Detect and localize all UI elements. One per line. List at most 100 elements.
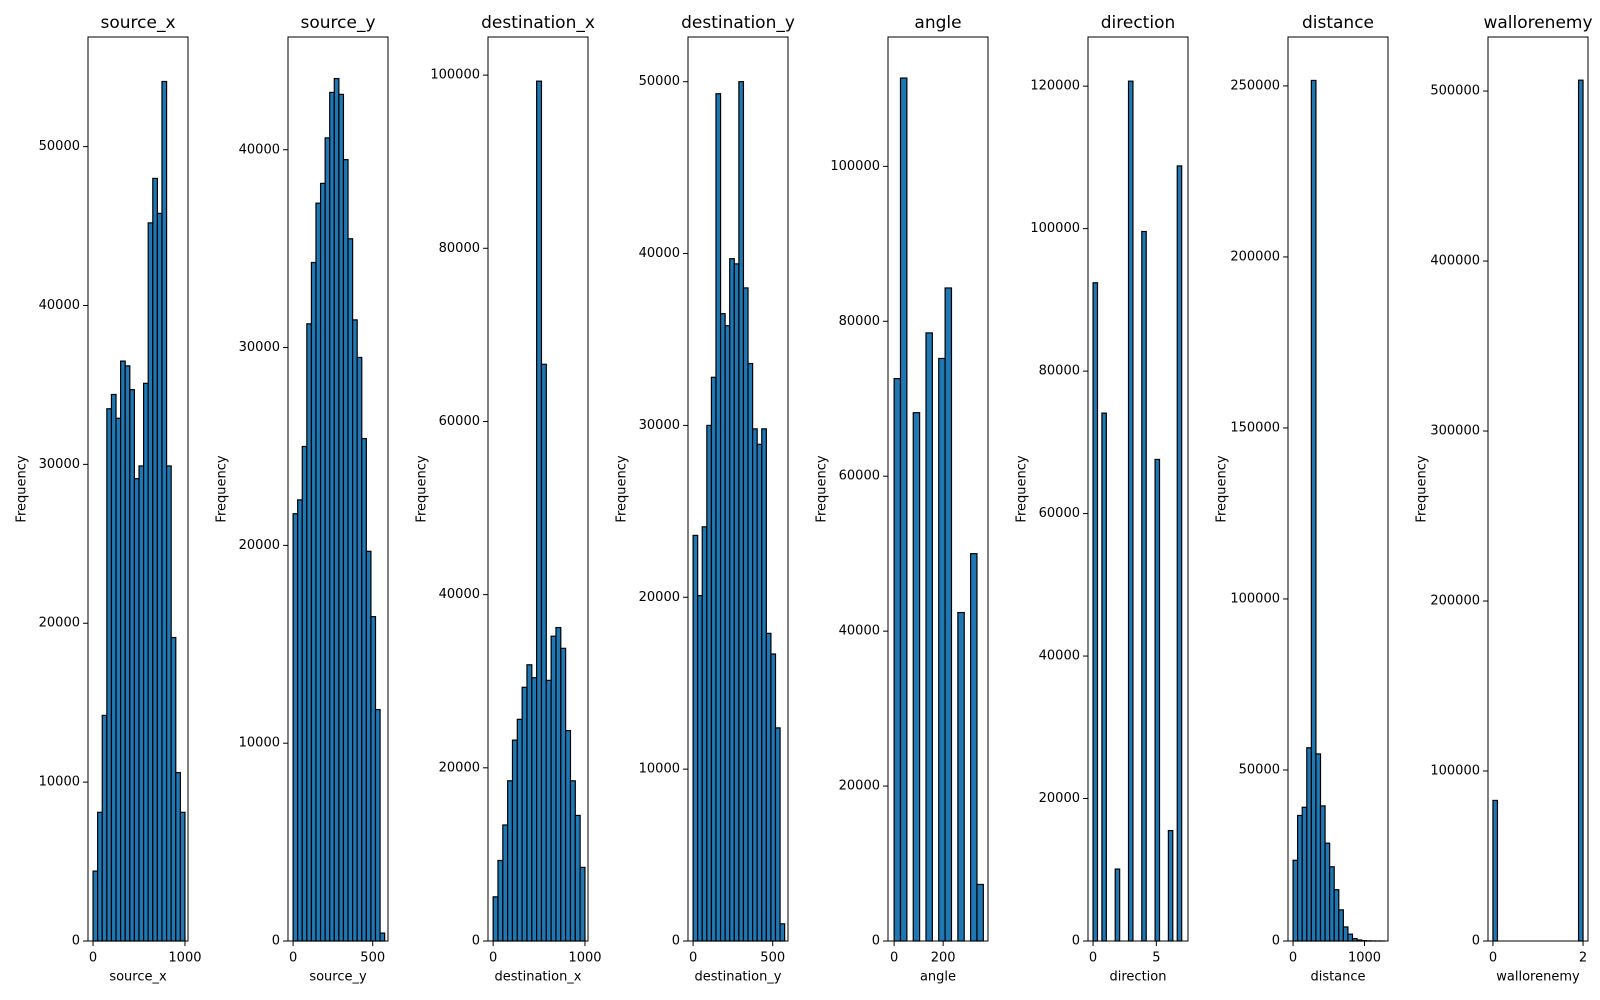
bar <box>92 870 99 942</box>
bar <box>765 632 772 942</box>
bar <box>175 771 181 942</box>
y-tick-label: 0 <box>272 934 280 949</box>
y-tick-label: 80000 <box>439 241 480 256</box>
bar <box>957 611 965 942</box>
bar <box>742 287 749 942</box>
axes-frame <box>887 36 989 942</box>
axes-frame <box>687 36 789 942</box>
bar <box>147 222 154 942</box>
bar <box>507 780 514 942</box>
y-tick-label: 20000 <box>239 538 280 553</box>
x-axis-label: distance <box>1310 970 1365 985</box>
axes-title: destination_x <box>481 13 595 33</box>
y-tick-label: 100000 <box>830 159 880 174</box>
y-tick-label: 100000 <box>1230 591 1280 606</box>
bar <box>338 93 345 942</box>
bar <box>710 376 717 942</box>
subplot: 0 10000 20000 30000 40000 0 500 source_y source_… <box>215 13 389 985</box>
y-tick-label: 80000 <box>839 314 880 329</box>
axes-title: distance <box>1302 13 1374 33</box>
bar <box>560 647 567 942</box>
x-tick-label: 0 <box>289 951 297 966</box>
bar <box>976 883 984 942</box>
x-tick-label: 0 <box>89 951 97 966</box>
bar <box>1315 753 1322 942</box>
y-tick-label: 40000 <box>439 587 480 602</box>
bar <box>356 356 363 942</box>
y-tick-label: 150000 <box>1230 420 1280 435</box>
bar <box>1292 859 1299 942</box>
subplot: 0 20000 40000 60000 80000 100000 0 1000 destinat… <box>415 13 602 985</box>
y-tick-label: 0 <box>1072 934 1080 949</box>
y-tick-label: 400000 <box>1430 254 1480 269</box>
bar <box>706 424 713 942</box>
bar <box>342 159 349 942</box>
bar <box>752 428 758 942</box>
y-tick-label: 50000 <box>39 139 80 154</box>
bar <box>361 437 367 942</box>
bar <box>365 550 372 942</box>
subplot: 0 100000 200000 300000 400000 500000 0 2 wallore… <box>1415 13 1593 985</box>
bar <box>1127 80 1134 942</box>
bar <box>492 896 499 942</box>
axes-title: angle <box>914 13 961 33</box>
y-tick-label: 50000 <box>1239 762 1280 777</box>
bar <box>550 635 557 942</box>
y-tick-label: 10000 <box>639 762 680 777</box>
y-tick-label: 60000 <box>1039 506 1080 521</box>
axes-title: destination_y <box>681 13 795 33</box>
y-axis-label: Frequency <box>15 455 30 522</box>
x-tick-label: 0 <box>1489 951 1497 966</box>
bar <box>161 80 168 942</box>
bar <box>1114 868 1121 942</box>
x-axis-label: wallorenemy <box>1496 970 1580 985</box>
y-tick-label: 500000 <box>1430 84 1480 99</box>
bar <box>692 534 699 942</box>
bar <box>124 365 131 942</box>
bar <box>701 526 708 942</box>
axes-title: source_x <box>100 13 175 33</box>
y-tick-label: 40000 <box>839 624 880 639</box>
axes-title: source_y <box>300 13 375 33</box>
y-tick-label: 10000 <box>239 736 280 751</box>
x-axis-label: destination_x <box>494 970 581 985</box>
x-tick-label: 2 <box>1579 951 1587 966</box>
bar <box>97 811 103 942</box>
bar <box>697 594 703 942</box>
x-tick-label: 1000 <box>1348 951 1381 966</box>
y-tick-label: 30000 <box>39 457 80 472</box>
y-axis-label: Frequency <box>1015 455 1030 522</box>
y-tick-label: 20000 <box>39 616 80 631</box>
y-tick-label: 40000 <box>639 246 680 261</box>
bar <box>899 77 908 942</box>
bar <box>1167 829 1174 942</box>
bar <box>352 319 358 942</box>
axes-frame <box>1487 36 1589 942</box>
x-tick-label: 5 <box>1152 951 1160 966</box>
y-tick-label: 0 <box>472 934 480 949</box>
bar <box>1333 889 1340 942</box>
y-tick-label: 100000 <box>1030 221 1080 236</box>
x-tick-label: 0 <box>489 951 497 966</box>
y-axis-label: Frequency <box>215 455 230 522</box>
axes-frame <box>287 36 389 942</box>
bar <box>1176 165 1183 942</box>
bar <box>1301 806 1308 942</box>
bar <box>715 93 722 942</box>
bar <box>779 923 786 942</box>
bar <box>143 382 149 942</box>
bar <box>110 393 117 942</box>
x-tick-label: 200 <box>931 951 956 966</box>
bar <box>738 81 745 942</box>
bar <box>133 478 140 942</box>
bar <box>1329 866 1335 942</box>
y-axis-label: Frequency <box>1215 455 1230 522</box>
y-tick-label: 20000 <box>639 590 680 605</box>
x-axis-label: source_y <box>309 970 367 985</box>
bar <box>324 137 331 942</box>
y-tick-label: 10000 <box>39 775 80 790</box>
y-tick-label: 250000 <box>1230 78 1280 93</box>
bar <box>297 499 303 942</box>
